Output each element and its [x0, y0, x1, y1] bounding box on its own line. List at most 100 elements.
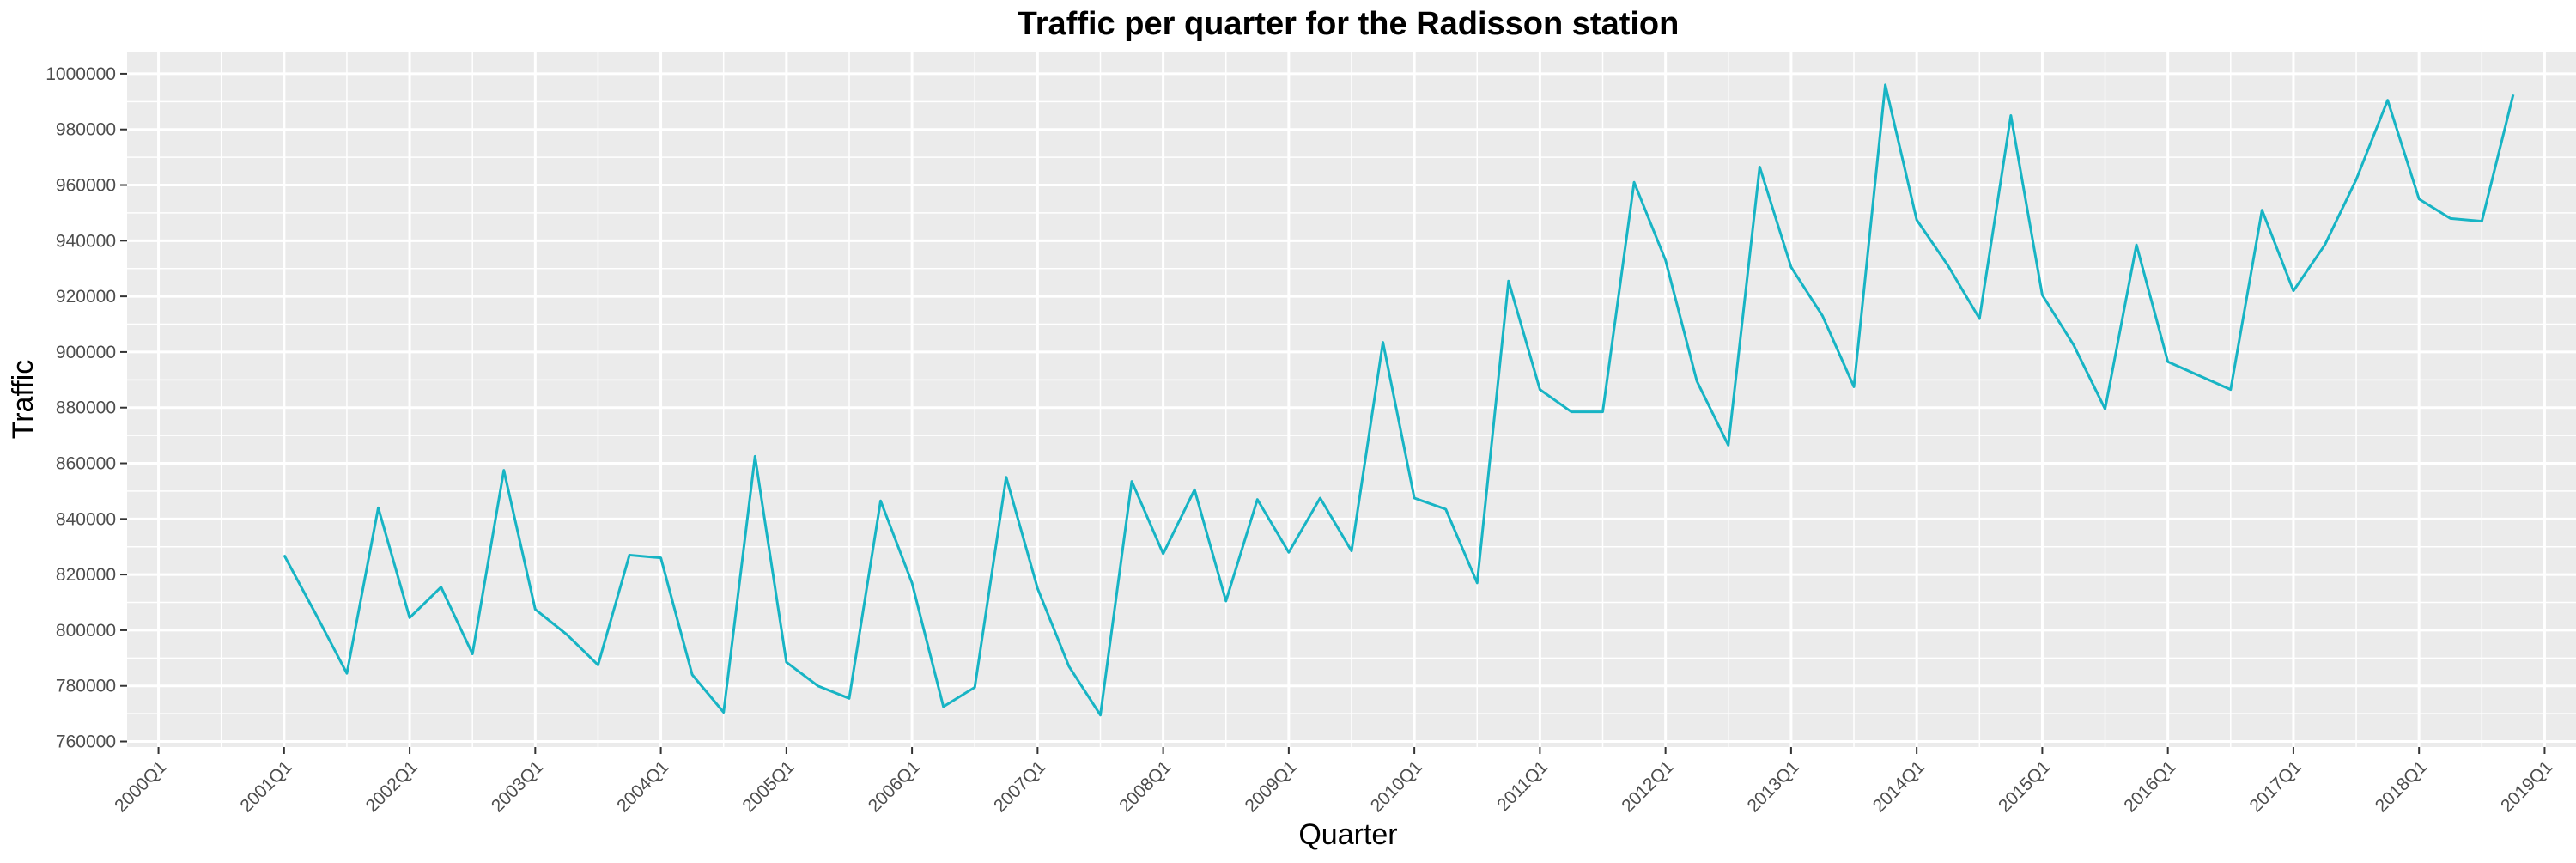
data-point [1819, 313, 1826, 319]
data-point [1066, 663, 1072, 670]
data-point [532, 606, 538, 613]
data-point [2133, 241, 2140, 248]
data-point [1034, 585, 1041, 592]
data-point [2070, 342, 2077, 349]
data-point [1600, 409, 1607, 416]
data-point [1380, 339, 1387, 346]
data-point [1631, 179, 1637, 185]
data-point [1788, 264, 1795, 270]
y-tick-label: 960000 [56, 176, 116, 196]
data-point [908, 580, 915, 586]
data-point [2353, 176, 2360, 183]
data-point [406, 614, 413, 621]
y-tick-label: 820000 [56, 565, 116, 585]
data-point [1725, 441, 1732, 448]
data-point [1473, 580, 1480, 586]
data-point [2196, 372, 2202, 379]
data-point [878, 497, 884, 504]
x-tick-label: 2009Q1 [1241, 757, 1300, 816]
y-tick-label: 860000 [56, 454, 116, 474]
data-point [312, 610, 319, 617]
data-point [2290, 288, 2297, 295]
x-tick-label: 2012Q1 [1618, 757, 1677, 816]
data-point [281, 551, 288, 558]
data-point [2385, 97, 2391, 104]
data-point [1254, 496, 1261, 503]
series-line [283, 83, 2515, 717]
data-point [814, 683, 821, 690]
data-point [501, 467, 507, 474]
data-point [1976, 315, 1983, 322]
x-tick-label: 2008Q1 [1115, 757, 1175, 816]
data-point [2038, 292, 2045, 299]
data-point [689, 672, 696, 678]
data-point [2227, 386, 2234, 393]
data-point [2008, 112, 2014, 119]
data-point [1128, 478, 1135, 485]
data-point [563, 631, 570, 638]
data-point [751, 453, 758, 459]
data-point [1693, 378, 1700, 385]
data-point [1223, 598, 1230, 605]
data-point [594, 661, 601, 668]
data-point [626, 551, 633, 558]
data-point [1097, 712, 1103, 719]
data-point [720, 709, 727, 716]
data-point [1316, 495, 1323, 501]
x-tick-label: 2006Q1 [865, 757, 924, 816]
series-layer [281, 82, 2517, 719]
x-tick-label: 2000Q1 [111, 757, 170, 816]
x-axis-title: Quarter [1298, 818, 1397, 851]
x-axis-ticks: 2000Q1 2001Q1 2002Q1 2003Q1 2004Q1 2005Q1 2006… [111, 747, 2556, 817]
y-tick-label: 980000 [56, 120, 116, 140]
data-point [375, 504, 382, 511]
x-tick-label: 2018Q1 [2372, 757, 2431, 816]
y-tick-label: 760000 [56, 732, 116, 752]
data-point [1411, 495, 1418, 501]
data-point [1160, 550, 1167, 557]
x-tick-label: 2002Q1 [362, 757, 422, 816]
x-tick-label: 2013Q1 [1744, 757, 1803, 816]
x-tick-label: 2005Q1 [738, 757, 798, 816]
y-tick-label: 840000 [56, 509, 116, 529]
y-tick-label: 940000 [56, 231, 116, 251]
x-tick-label: 2017Q1 [2246, 757, 2306, 816]
chart-title: Traffic per quarter for the Radisson sta… [1018, 6, 1680, 42]
data-point [1913, 216, 1920, 223]
x-tick-label: 2010Q1 [1367, 757, 1426, 816]
data-point [469, 650, 476, 657]
x-tick-label: 2019Q1 [2497, 757, 2556, 816]
x-tick-label: 2003Q1 [488, 757, 547, 816]
data-point [1443, 506, 1449, 513]
data-point [1505, 277, 1512, 284]
data-point [1191, 486, 1198, 493]
data-point [940, 703, 947, 710]
data-point [438, 584, 445, 591]
major-gridlines [127, 52, 2576, 747]
data-point [2415, 196, 2422, 203]
y-tick-label: 780000 [56, 677, 116, 696]
data-point [2165, 358, 2172, 365]
data-point [1945, 262, 1952, 269]
data-point [658, 555, 665, 562]
data-point [2510, 91, 2517, 98]
data-point [1536, 386, 1543, 393]
x-tick-label: 2001Q1 [236, 757, 295, 816]
x-tick-label: 2011Q1 [1493, 757, 1552, 815]
y-tick-label: 800000 [56, 621, 116, 641]
data-point [1348, 548, 1355, 555]
data-point [971, 684, 978, 690]
data-point [1285, 549, 1292, 556]
y-axis-title: Traffic [7, 360, 39, 440]
data-point [1003, 474, 1010, 481]
y-axis-ticks: 760000 780000 800000 820000 840000 860000 8800… [46, 64, 127, 752]
y-tick-label: 880000 [56, 398, 116, 418]
data-point [1850, 383, 1857, 390]
data-point [343, 670, 350, 677]
data-point [1568, 409, 1575, 416]
data-point [1882, 82, 1889, 88]
x-tick-label: 2015Q1 [1995, 757, 2054, 816]
x-tick-label: 2014Q1 [1869, 757, 1929, 816]
